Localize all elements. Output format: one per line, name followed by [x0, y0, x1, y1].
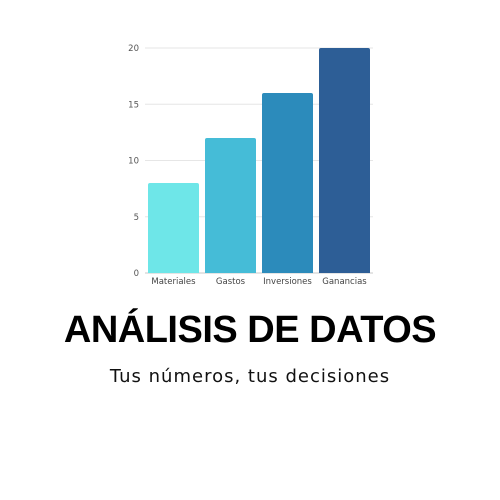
bar-gastos [205, 138, 256, 273]
y-tick-label: 15 [128, 100, 139, 110]
y-tick-label: 10 [128, 157, 139, 167]
x-tick-label: Ganancias [322, 277, 367, 287]
x-tick-label: Inversiones [263, 277, 312, 287]
x-axis-labels: Materiales Gastos Inversiones Ganancias [151, 277, 367, 287]
bar-inversiones [262, 93, 313, 273]
page-title: ANÁLISIS DE DATOS [63, 309, 437, 351]
x-tick-label: Materiales [151, 277, 196, 287]
y-axis-ticks: 0 5 10 15 20 [128, 44, 139, 279]
x-tick-label: Gastos [216, 277, 246, 287]
bar-chart: 0 5 10 15 20 Materiales Gastos Inversiones Gana… [128, 44, 373, 287]
y-tick-label: 20 [128, 44, 139, 54]
page-subtitle: Tus números, tus decisiones [109, 366, 391, 387]
y-tick-label: 0 [134, 269, 139, 279]
bars [148, 48, 370, 273]
y-tick-label: 5 [134, 213, 139, 223]
bar-ganancias [319, 48, 370, 273]
bar-materiales [148, 183, 199, 273]
